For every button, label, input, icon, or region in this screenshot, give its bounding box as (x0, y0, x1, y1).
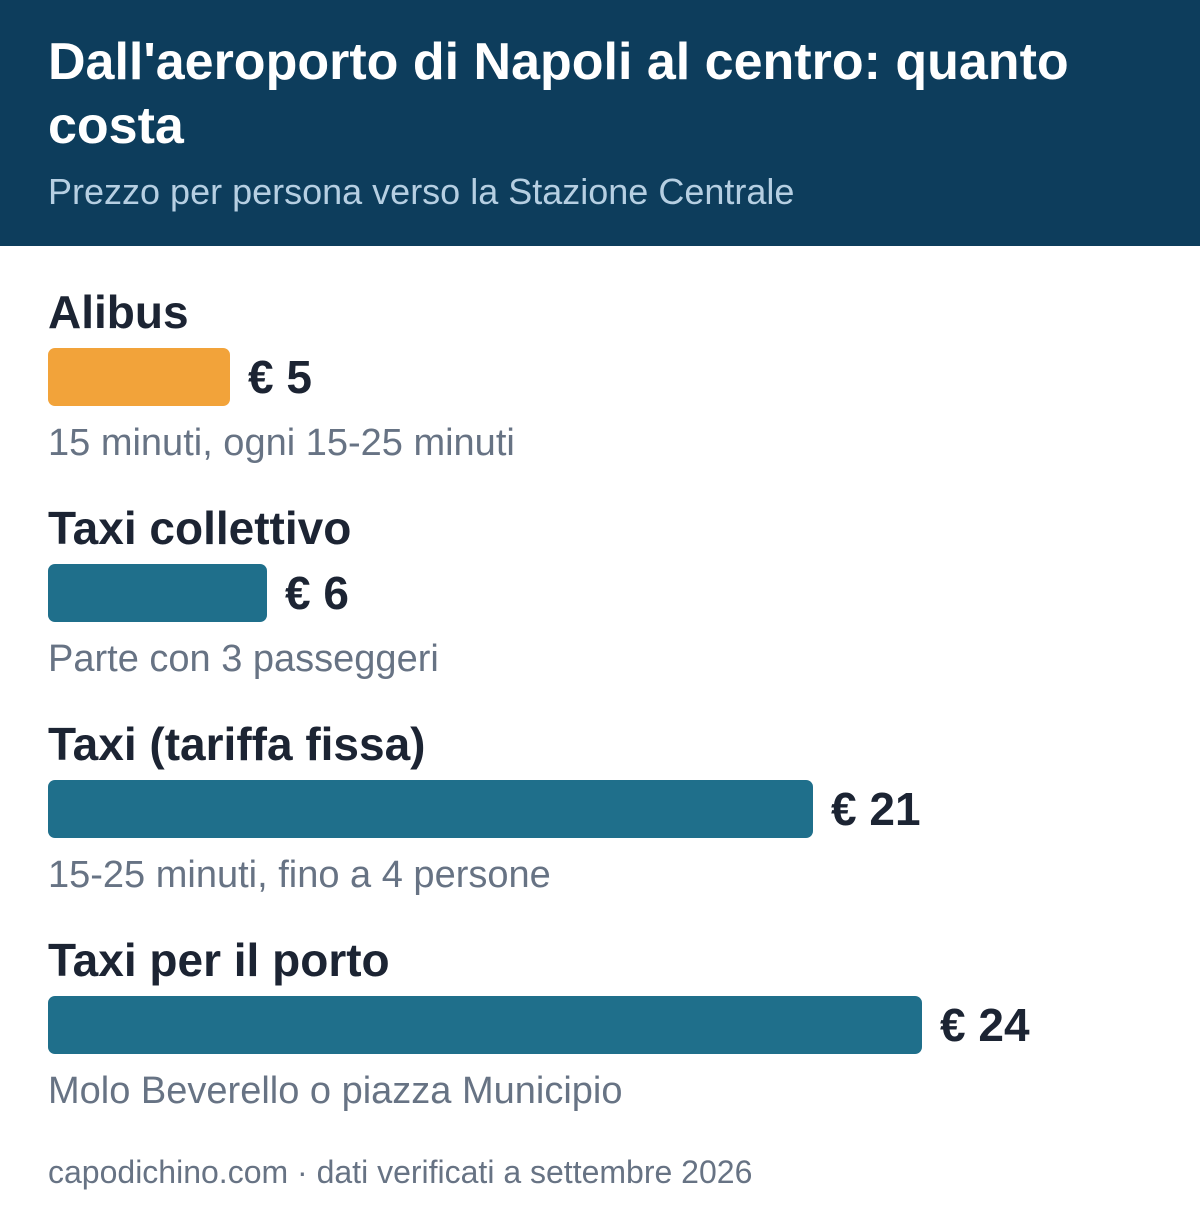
bar-row: Taxi per il porto € 24 Molo Beverello o pi… (0, 932, 1200, 1132)
bar (48, 348, 230, 406)
value-label: € 6 (285, 567, 349, 619)
bar (48, 564, 267, 622)
row-note: 15 minuti, ogni 15-25 minuti (48, 422, 515, 464)
bar-row: Taxi (tariffa fissa) € 21 15-25 minuti, fi… (0, 716, 1200, 916)
row-note: Molo Beverello o piazza Municipio (48, 1070, 623, 1112)
bar-row: Taxi collettivo € 6 Parte con 3 passeggeri (0, 500, 1200, 700)
value-label: € 21 (831, 783, 921, 835)
source-note: capodichino.com · dati verificati a sett… (48, 1154, 753, 1190)
row-note: Parte con 3 passeggeri (48, 638, 439, 680)
bar-row: Alibus € 5 15 minuti, ogni 15-25 minuti (0, 284, 1200, 484)
bar (48, 996, 922, 1054)
category-label: Taxi collettivo (48, 502, 352, 554)
bar (48, 780, 813, 838)
value-label: € 5 (248, 351, 312, 403)
chart-subtitle: Prezzo per persona verso la Stazione Cen… (48, 171, 795, 212)
chart-header: Dall'aeroporto di Napoli al centro: quan… (0, 0, 1200, 246)
category-label: Alibus (48, 286, 189, 338)
row-note: 15-25 minuti, fino a 4 persone (48, 854, 551, 896)
category-label: Taxi (tariffa fissa) (48, 718, 426, 770)
value-label: € 24 (940, 999, 1030, 1051)
chart-title: Dall'aeroporto di Napoli al centro: quan… (48, 33, 1069, 155)
category-label: Taxi per il porto (48, 934, 390, 986)
